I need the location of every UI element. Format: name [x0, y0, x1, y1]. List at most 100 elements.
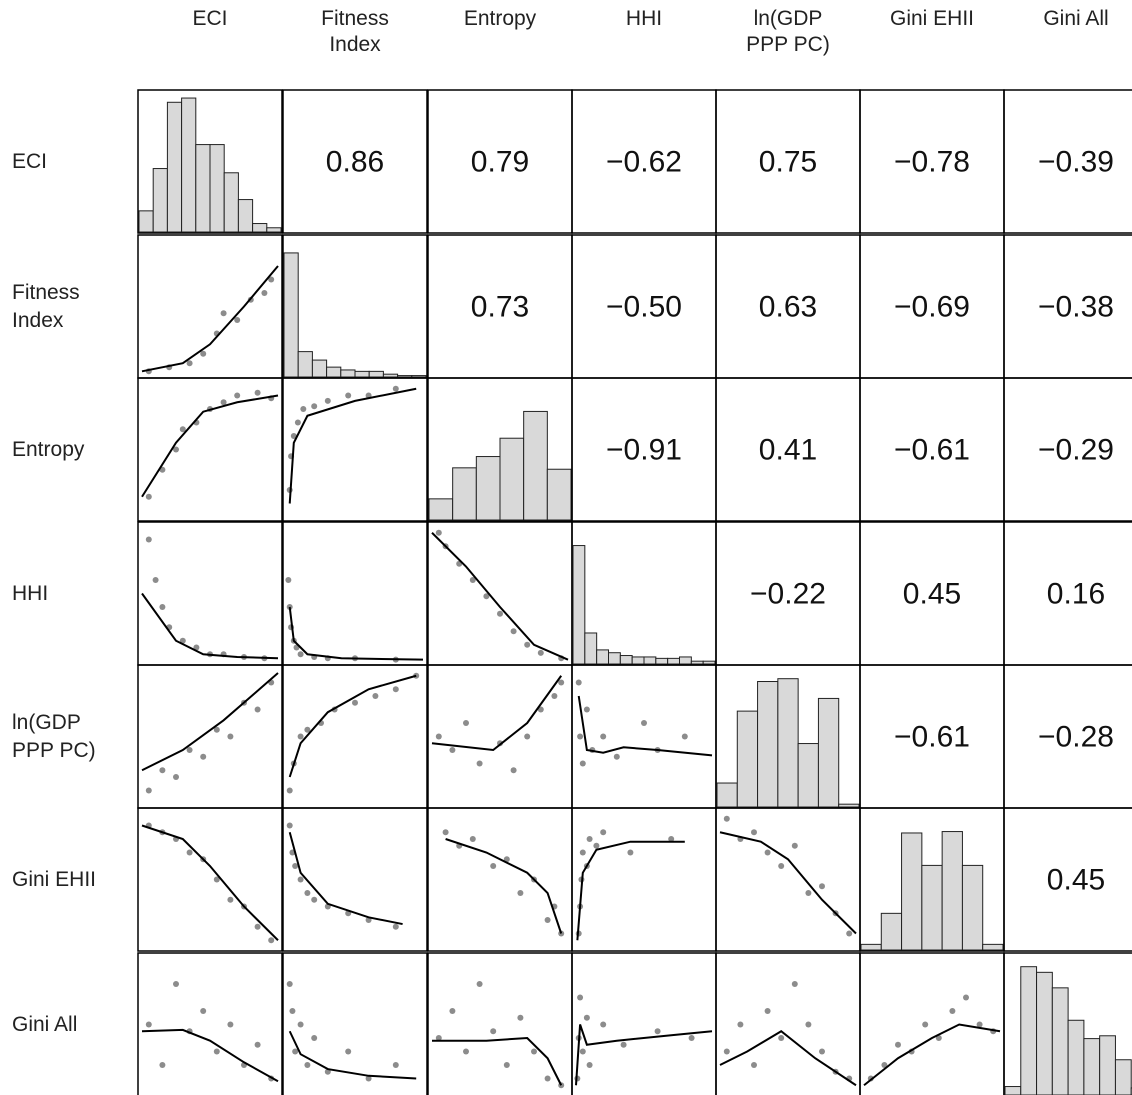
histogram-bar — [702, 660, 716, 665]
histogram-bar — [901, 832, 923, 951]
histogram-bar — [152, 168, 168, 233]
histogram-bar — [667, 657, 681, 665]
scatter-point — [583, 706, 590, 713]
scatter-point — [304, 1062, 311, 1068]
scatter-point — [365, 1075, 372, 1082]
scatter-point — [497, 610, 503, 617]
scatter-point — [688, 1035, 695, 1041]
scatter-point — [145, 787, 152, 794]
scatter-point — [392, 686, 399, 693]
scatter-point — [723, 815, 730, 822]
scatter-point — [620, 1041, 627, 1048]
scatter-point — [392, 385, 399, 392]
panel-frame — [282, 952, 428, 1095]
scatter-point — [577, 994, 584, 1001]
panel-frame — [137, 89, 283, 234]
histogram-bar — [266, 227, 282, 233]
smooth-line — [445, 838, 563, 934]
scatter-point — [778, 863, 785, 869]
histogram-bar — [1114, 1059, 1132, 1095]
scatter-point — [600, 733, 607, 740]
scatter-point — [778, 1035, 785, 1041]
panel-frame — [1003, 89, 1132, 234]
scatter-point — [227, 896, 234, 903]
scatter-point — [764, 1008, 771, 1014]
histogram-bar — [546, 468, 572, 521]
column-header: ECI — [192, 7, 228, 30]
scatter-point — [544, 917, 551, 923]
panel-frame — [137, 521, 283, 666]
scatter-point — [173, 446, 179, 453]
scatter-point — [286, 787, 293, 794]
scatter-point — [751, 1062, 757, 1068]
column-header: ln(GDP PPP PC) — [746, 7, 830, 56]
histogram-bar — [1083, 1038, 1101, 1095]
scatter-point — [173, 774, 179, 780]
scatter-point — [537, 649, 544, 656]
histogram-bar — [523, 410, 548, 521]
scatter-point — [311, 403, 318, 410]
smooth-line — [141, 672, 279, 772]
scatter-point — [234, 317, 241, 323]
histogram-bar — [572, 545, 586, 665]
scatter-point — [435, 733, 442, 740]
scatter-point — [558, 679, 565, 686]
scatter-point — [579, 849, 586, 856]
correlation-label: 0.41 — [759, 433, 817, 466]
panel-frame — [571, 952, 717, 1095]
scatter-point — [297, 733, 304, 740]
scatter-point — [285, 577, 292, 583]
scatter-point — [254, 1041, 261, 1048]
panel-frame — [427, 952, 573, 1095]
histogram-bar — [397, 375, 413, 378]
scatter-point — [286, 822, 293, 829]
correlation-label: 0.63 — [759, 290, 817, 323]
smooth-line — [577, 695, 713, 757]
panel-frame — [282, 377, 428, 522]
scatter-point — [463, 720, 469, 726]
scatter-point — [345, 392, 352, 399]
scatter-point — [297, 876, 304, 883]
scatter-point — [469, 836, 476, 842]
scatter-point — [510, 628, 517, 635]
scatter-point — [751, 829, 757, 836]
scatter-point — [544, 1075, 551, 1082]
histogram-bar — [223, 172, 239, 233]
scatter-point — [641, 720, 647, 726]
scatter-point — [292, 863, 299, 869]
scatter-point — [490, 863, 497, 869]
histogram-bar — [311, 359, 328, 378]
scatter-point — [345, 1048, 352, 1055]
correlation-label: −0.29 — [1038, 433, 1114, 466]
scatter-point — [531, 1048, 537, 1055]
correlation-label: −0.28 — [1038, 720, 1114, 753]
histogram-bar — [608, 652, 621, 665]
row-label: Gini All — [12, 1012, 78, 1036]
scatter-point — [159, 1062, 166, 1068]
correlation-label: 0.16 — [1047, 577, 1105, 610]
scatter-point — [186, 360, 193, 367]
row-label: Fitness Index — [12, 280, 80, 332]
histogram-bar — [1051, 987, 1069, 1095]
scatter-point — [963, 994, 969, 1001]
scatter-point — [435, 1035, 442, 1041]
histogram-bar — [584, 632, 598, 665]
scatter-point — [579, 760, 586, 767]
scatter-point — [586, 836, 593, 842]
correlation-label: 0.75 — [759, 145, 817, 178]
scatter-point — [723, 1048, 730, 1055]
scatter-point — [577, 733, 584, 740]
scatter-point — [227, 733, 234, 740]
histogram-bar — [880, 912, 903, 951]
scatter-point — [881, 1062, 888, 1068]
row-label: ECI — [12, 149, 48, 173]
scatter-point — [819, 1048, 825, 1055]
smooth-line — [576, 840, 685, 941]
scatter-point — [805, 890, 812, 896]
scatter-point — [476, 981, 483, 987]
scatter-point — [261, 290, 268, 296]
histogram-bar — [860, 943, 882, 951]
scatter-point — [200, 350, 207, 357]
scatter-point — [510, 767, 517, 774]
histogram-bar — [643, 656, 657, 665]
